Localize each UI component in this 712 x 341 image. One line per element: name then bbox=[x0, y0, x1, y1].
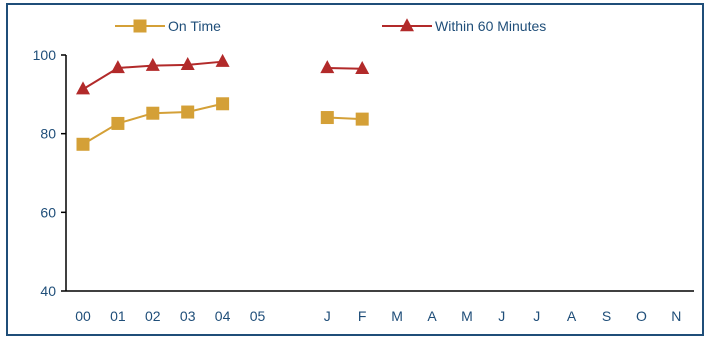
data-point-series-1 bbox=[76, 137, 90, 151]
data-point-series-1 bbox=[111, 116, 125, 130]
x-tick-label: J bbox=[533, 308, 540, 324]
x-tick-label: 02 bbox=[145, 308, 161, 324]
legend-marker bbox=[133, 19, 147, 33]
x-tick-label: 03 bbox=[180, 308, 196, 324]
x-tick-label: A bbox=[567, 308, 577, 324]
x-tick-label: N bbox=[671, 308, 681, 324]
x-tick-label: A bbox=[427, 308, 437, 324]
data-point-series-2 bbox=[76, 81, 90, 95]
series-line-2 bbox=[327, 66, 363, 70]
y-tick-label: 80 bbox=[40, 126, 56, 142]
data-point-series-1 bbox=[216, 97, 230, 111]
data-point-series-2 bbox=[355, 60, 370, 74]
x-tick-label: 00 bbox=[75, 308, 91, 324]
y-tick-label: 60 bbox=[40, 204, 56, 220]
legend-marker bbox=[400, 18, 414, 32]
data-point-series-1 bbox=[320, 111, 334, 125]
legend-label: Within 60 Minutes bbox=[435, 18, 546, 34]
x-tick-label: M bbox=[391, 308, 403, 324]
data-point-series-1 bbox=[146, 106, 160, 120]
x-tick-label: J bbox=[498, 308, 505, 324]
data-point-series-2 bbox=[145, 57, 160, 71]
legend-label: On Time bbox=[168, 18, 221, 34]
data-point-series-1 bbox=[181, 105, 195, 119]
x-tick-label: 05 bbox=[250, 308, 266, 324]
x-tick-label: S bbox=[602, 308, 611, 324]
x-tick-label: M bbox=[461, 308, 473, 324]
chart-frame bbox=[6, 3, 704, 336]
x-tick-label: F bbox=[358, 308, 367, 324]
x-tick-label: 01 bbox=[110, 308, 126, 324]
data-point-series-2 bbox=[215, 53, 230, 67]
data-point-series-2 bbox=[110, 60, 125, 74]
x-tick-label: 04 bbox=[215, 308, 231, 324]
y-tick-label: 100 bbox=[33, 47, 57, 63]
data-point-series-2 bbox=[320, 60, 335, 74]
data-point-series-2 bbox=[180, 57, 195, 71]
x-tick-label: J bbox=[324, 308, 331, 324]
x-tick-label: O bbox=[636, 308, 647, 324]
data-point-series-1 bbox=[355, 112, 369, 126]
y-tick-label: 40 bbox=[40, 283, 56, 299]
